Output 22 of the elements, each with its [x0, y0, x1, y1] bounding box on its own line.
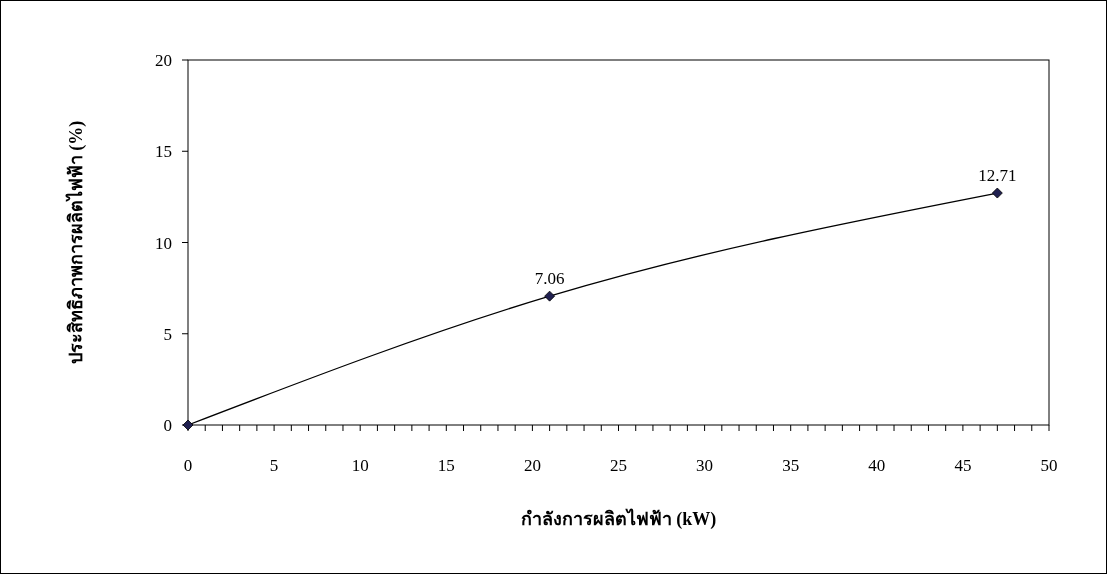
x-tick-label: 35 [782, 456, 800, 475]
y-tick-label: 20 [155, 51, 172, 70]
x-tick-label: 15 [437, 456, 455, 475]
point [544, 290, 556, 302]
x-tick-label: 45 [954, 456, 972, 475]
y-tick-label: 0 [163, 416, 172, 435]
y-tick-label: 10 [155, 233, 172, 253]
data-label: 7.06 [534, 269, 565, 289]
x-tick-label: 5 [269, 456, 279, 475]
x-tick-label: 25 [610, 456, 627, 475]
y-axis-title: ประสิทธิภาพการผลิตไฟฟ้า (%) [65, 120, 87, 365]
x-tick-label: 20 [523, 456, 541, 475]
x-tick-label: 30 [696, 456, 714, 475]
x-tick-label: 10 [351, 456, 369, 475]
point [991, 187, 1003, 199]
x-tick-label: 40 [868, 456, 886, 475]
x-axis-title: กำลังการผลิตไฟฟ้า (kW) [520, 508, 717, 530]
x-tick-label: 0 [183, 456, 193, 475]
x-tick-label: 50 [1040, 456, 1058, 475]
y-tick-label: 15 [155, 142, 172, 162]
data-label: 12.71 [978, 166, 1017, 186]
y-tick-label: 5 [163, 324, 172, 344]
